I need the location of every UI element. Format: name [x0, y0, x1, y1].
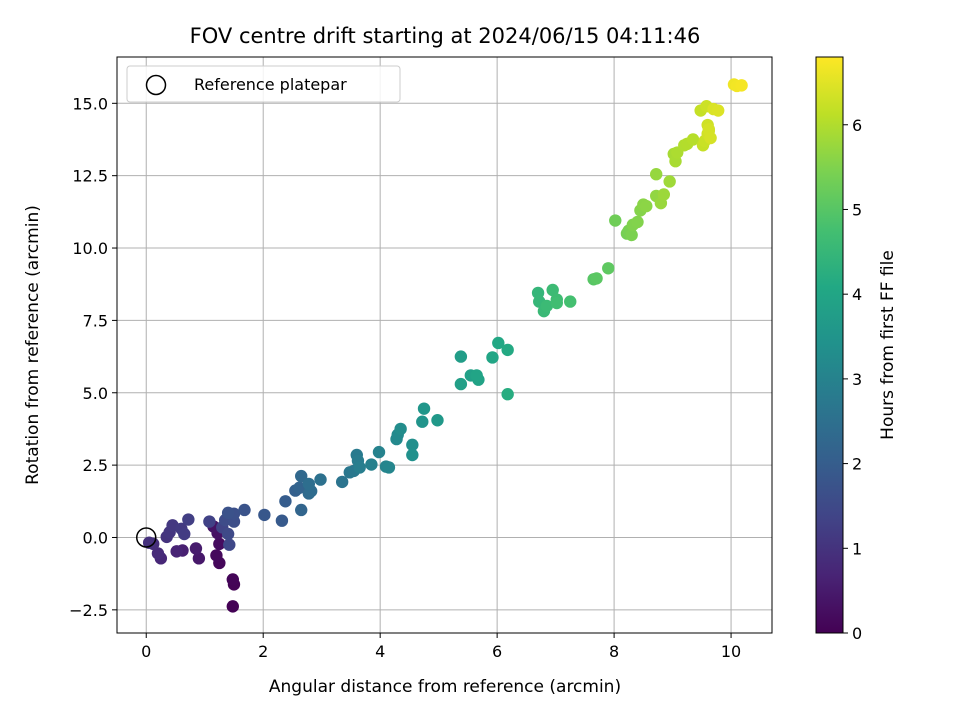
y-tick-label: 10.0 [72, 239, 108, 258]
data-point [546, 283, 559, 297]
legend-label: Reference platepar [194, 75, 347, 94]
data-point [182, 513, 195, 526]
data-point [625, 228, 638, 242]
colorbar-tick-label: 5 [852, 200, 862, 219]
data-point [501, 343, 514, 357]
data-point [417, 402, 431, 415]
colorbar-tick-label: 3 [852, 370, 862, 389]
colorbar-label: Hours from first FF file [878, 250, 898, 440]
data-point [609, 214, 622, 227]
data-point [394, 422, 407, 436]
data-point [151, 547, 165, 560]
x-tick-label: 8 [609, 642, 619, 661]
x-tick-label: 10 [721, 642, 741, 661]
y-tick-label: −2.5 [69, 601, 108, 620]
data-point [550, 296, 563, 310]
data-point [192, 552, 206, 565]
data-point [416, 415, 429, 428]
x-axis-label: Angular distance from reference (arcmin) [269, 677, 621, 697]
x-tick-label: 2 [258, 642, 268, 661]
reference-platepar-point [135, 527, 157, 548]
data-point [335, 475, 349, 489]
y-tick-label: 15.0 [72, 94, 108, 113]
x-axis-ticks: 0 2 4 6 8 10 [141, 633, 741, 661]
data-point [293, 481, 306, 494]
data-point [210, 549, 223, 562]
data-point [314, 473, 327, 486]
x-tick-label: 4 [375, 642, 385, 661]
data-point [631, 215, 644, 229]
data-point [454, 350, 468, 363]
y-axis-label: Rotation from reference (arcmin) [23, 205, 43, 485]
data-point [454, 377, 468, 391]
grid-lines [117, 57, 772, 633]
data-point [382, 461, 396, 474]
data-point [470, 369, 483, 382]
data-point [650, 168, 663, 181]
plot-frame [116, 56, 773, 634]
data-point [431, 414, 444, 427]
colorbar-ticks: 0 1 2 3 4 5 6 [843, 116, 862, 643]
data-point [406, 448, 419, 462]
data-point [564, 295, 577, 308]
colorbar-tick-label: 6 [852, 116, 862, 135]
legend-marker [145, 74, 167, 96]
colorbar-tick-label: 0 [852, 624, 862, 643]
data-point [258, 508, 271, 522]
data-point [170, 545, 183, 558]
data-point [238, 503, 251, 517]
reference-marker [135, 527, 157, 548]
data-point [302, 477, 316, 491]
legend-box [126, 65, 401, 103]
y-tick-label: 12.5 [72, 167, 108, 186]
data-point [663, 175, 676, 188]
legend: Reference platepar [126, 65, 401, 103]
data-point [704, 131, 717, 145]
x-tick-label: 0 [141, 642, 151, 661]
data-point [275, 514, 289, 527]
data-point [640, 199, 653, 213]
y-tick-label: 2.5 [83, 456, 108, 475]
data-point [372, 445, 386, 459]
colorbar-tick-label: 1 [852, 539, 862, 558]
data-point [203, 515, 216, 528]
data-point [501, 388, 514, 401]
data-points [142, 78, 748, 613]
colorbar [815, 56, 844, 634]
data-point [657, 188, 671, 201]
data-point [365, 458, 378, 471]
data-point [735, 79, 748, 92]
data-point [295, 469, 308, 483]
chart-title: FOV centre drift starting at 2024/06/15 … [190, 24, 701, 48]
y-axis-ticks: −2.5 0.0 2.5 5.0 7.5 10.0 12.5 15.0 [69, 94, 117, 620]
y-tick-label: 5.0 [83, 384, 108, 403]
data-point [492, 336, 505, 350]
data-point [686, 133, 700, 146]
data-point [213, 537, 226, 551]
data-point [540, 299, 554, 313]
data-point [486, 351, 499, 364]
data-point [223, 538, 236, 551]
data-point [221, 506, 235, 520]
data-point [353, 461, 366, 474]
y-tick-label: 0.0 [83, 528, 108, 547]
data-point [226, 600, 239, 613]
data-point [279, 495, 292, 508]
data-point [590, 272, 603, 285]
y-tick-label: 7.5 [83, 311, 108, 330]
data-point [142, 536, 156, 549]
data-point [226, 573, 239, 586]
data-point [189, 542, 203, 555]
data-point [295, 503, 308, 517]
colorbar-tick-label: 4 [852, 285, 862, 304]
data-point [602, 262, 615, 275]
colorbar-tick-label: 2 [852, 455, 862, 474]
x-tick-label: 6 [492, 642, 502, 661]
data-point [178, 527, 191, 541]
data-point [406, 438, 419, 452]
data-point [711, 104, 725, 117]
data-point [221, 527, 235, 541]
